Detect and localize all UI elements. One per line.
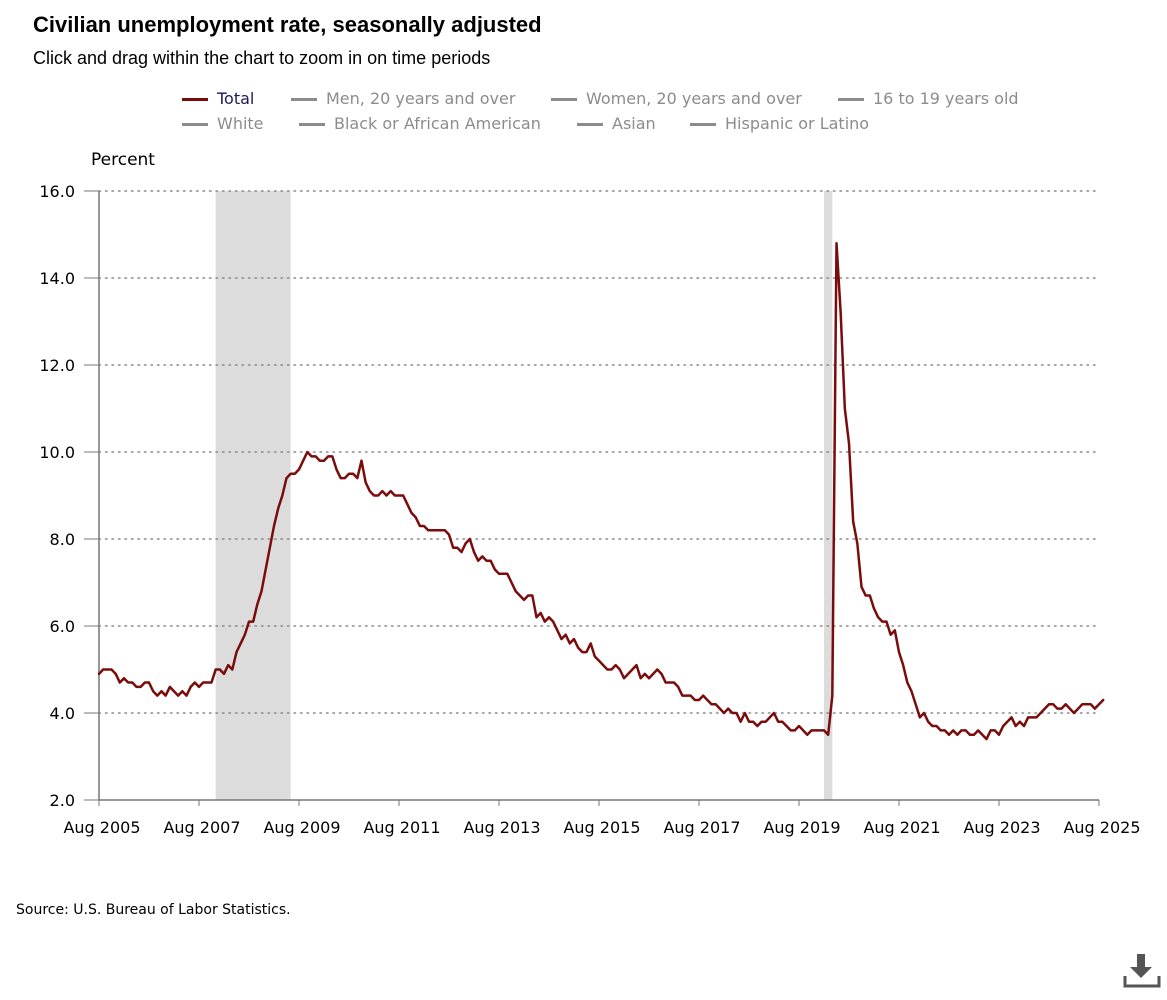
legend-item-men-20-over[interactable]: Men, 20 years and over: [291, 88, 536, 110]
legend-item-16-19[interactable]: 16 to 19 years old: [838, 88, 1038, 110]
series-layer: [97, 241, 1105, 741]
series-line-total: [97, 241, 1105, 741]
legend-row-1: Total Men, 20 years and over Women, 20 y…: [182, 88, 1042, 110]
legend-item-white[interactable]: White: [182, 113, 282, 135]
y-tick-label: 14.0: [39, 269, 75, 288]
chart-subtitle: Click and drag within the chart to zoom …: [33, 48, 491, 68]
source-note: Source: U.S. Bureau of Labor Statistics.: [16, 902, 291, 918]
legend-item-hispanic[interactable]: Hispanic or Latino: [690, 113, 890, 135]
tick-labels: 2.0 4.0 6.0 8.0 10.0 12.0 14.0 16.0 Aug 2005 Aug …: [39, 182, 1140, 837]
legend-swatch-white: [182, 123, 208, 126]
y-axis-label: Percent: [91, 150, 155, 170]
x-tick-label: Aug 2019: [763, 818, 840, 837]
gridlines: [84, 190, 1100, 801]
y-tick-label: 8.0: [50, 530, 75, 549]
legend-label-men: Men, 20 years and over: [326, 89, 516, 108]
legend-row-2: White Black or African American Asian Hi…: [182, 113, 1042, 135]
legend-swatch-black: [299, 123, 325, 126]
download-button[interactable]: [1122, 950, 1162, 990]
legend-item-total[interactable]: Total: [182, 88, 272, 110]
x-tick-label: Aug 2017: [663, 818, 740, 837]
y-tick-label: 10.0: [39, 443, 75, 462]
y-tick-label: 2.0: [50, 791, 75, 810]
legend-item-asian[interactable]: Asian: [577, 113, 677, 135]
x-tick-label: Aug 2023: [963, 818, 1040, 837]
recession-band-2: [824, 191, 833, 800]
legend-item-black[interactable]: Black or African American: [299, 113, 559, 135]
legend-swatch-men: [291, 98, 317, 101]
legend-label-women: Women, 20 years and over: [586, 89, 802, 108]
legend-label-black: Black or African American: [334, 114, 541, 133]
recession-shading-layer: [215, 191, 833, 800]
x-tick-label: Aug 2021: [863, 818, 940, 837]
y-tick-label: 4.0: [50, 704, 75, 723]
legend-swatch-hispanic: [690, 123, 716, 126]
legend-label-teens: 16 to 19 years old: [873, 89, 1019, 108]
y-tick-label: 6.0: [50, 617, 75, 636]
x-tick-label: Aug 2009: [263, 818, 340, 837]
chart-title: Civilian unemployment rate, seasonally a…: [33, 12, 542, 37]
x-tick-label: Aug 2015: [563, 818, 640, 837]
recession-band-1: [215, 191, 291, 800]
x-tick-label: Aug 2025: [1063, 818, 1140, 837]
legend-label-white: White: [217, 114, 264, 133]
y-tick-label: 16.0: [39, 182, 75, 201]
chart-plot[interactable]: 2.0 4.0 6.0 8.0 10.0 12.0 14.0 16.0 Aug 2005 Aug …: [0, 0, 1167, 860]
x-tick-label: Aug 2013: [463, 818, 540, 837]
legend-label-asian: Asian: [612, 114, 656, 133]
x-tick-label: Aug 2005: [63, 818, 140, 837]
axes: [98, 191, 1100, 806]
legend-swatch-asian: [577, 123, 603, 126]
legend-swatch-teens: [838, 98, 864, 101]
download-icon: [1123, 954, 1161, 988]
x-tick-label: Aug 2011: [363, 818, 440, 837]
legend-label-hispanic: Hispanic or Latino: [725, 114, 870, 133]
legend-swatch-total: [182, 98, 208, 101]
y-tick-label: 12.0: [39, 356, 75, 375]
legend-label-total: Total: [217, 89, 255, 108]
legend-item-women-20-over[interactable]: Women, 20 years and over: [551, 88, 821, 110]
x-tick-label: Aug 2007: [163, 818, 240, 837]
legend-swatch-women: [551, 98, 577, 101]
